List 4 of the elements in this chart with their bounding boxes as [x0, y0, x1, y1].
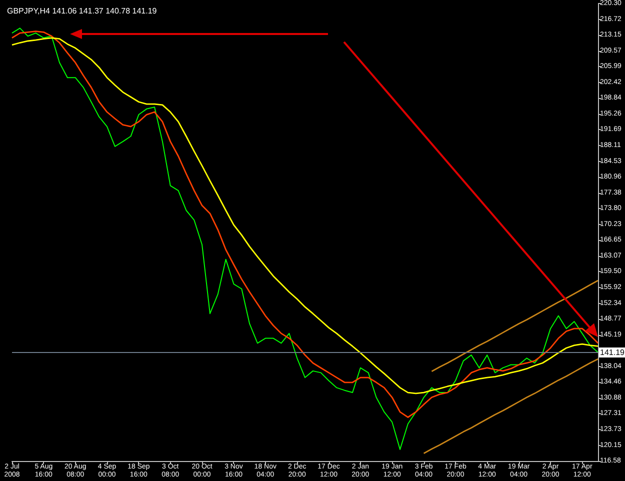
ref-line-label: 141.19	[600, 348, 625, 357]
line-series	[423, 358, 599, 454]
chart-title: GBPJPY,H4 141.06 141.37 140.78 141.19	[7, 6, 158, 16]
line-series	[431, 280, 599, 372]
